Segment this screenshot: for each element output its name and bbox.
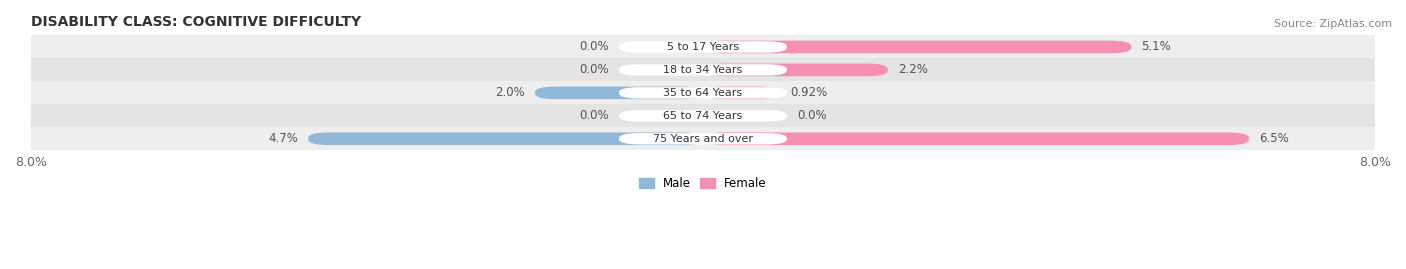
Bar bbox=[31, 104, 1375, 127]
Text: 2.0%: 2.0% bbox=[495, 86, 524, 99]
FancyBboxPatch shape bbox=[703, 41, 1132, 53]
FancyBboxPatch shape bbox=[703, 63, 887, 76]
FancyBboxPatch shape bbox=[619, 110, 787, 122]
Text: 65 to 74 Years: 65 to 74 Years bbox=[664, 111, 742, 121]
Text: 6.5%: 6.5% bbox=[1260, 132, 1289, 145]
Bar bbox=[31, 58, 1375, 82]
Text: 4.7%: 4.7% bbox=[269, 132, 298, 145]
FancyBboxPatch shape bbox=[619, 41, 787, 53]
FancyBboxPatch shape bbox=[619, 133, 787, 144]
FancyBboxPatch shape bbox=[619, 64, 787, 76]
Bar bbox=[31, 36, 1375, 58]
Text: 35 to 64 Years: 35 to 64 Years bbox=[664, 88, 742, 98]
Bar bbox=[31, 82, 1375, 104]
Legend: Male, Female: Male, Female bbox=[634, 172, 772, 195]
FancyBboxPatch shape bbox=[703, 87, 780, 99]
Text: Source: ZipAtlas.com: Source: ZipAtlas.com bbox=[1274, 19, 1392, 29]
FancyBboxPatch shape bbox=[308, 132, 703, 145]
Text: 5.1%: 5.1% bbox=[1142, 40, 1171, 54]
Text: 75 Years and over: 75 Years and over bbox=[652, 134, 754, 144]
Text: 0.92%: 0.92% bbox=[790, 86, 828, 99]
Text: DISABILITY CLASS: COGNITIVE DIFFICULTY: DISABILITY CLASS: COGNITIVE DIFFICULTY bbox=[31, 15, 361, 29]
FancyBboxPatch shape bbox=[619, 87, 787, 98]
Text: 2.2%: 2.2% bbox=[898, 63, 928, 76]
Text: 0.0%: 0.0% bbox=[797, 109, 827, 122]
Bar bbox=[31, 127, 1375, 150]
Text: 5 to 17 Years: 5 to 17 Years bbox=[666, 42, 740, 52]
Text: 0.0%: 0.0% bbox=[579, 40, 609, 54]
FancyBboxPatch shape bbox=[703, 132, 1249, 145]
Text: 0.0%: 0.0% bbox=[579, 63, 609, 76]
Text: 18 to 34 Years: 18 to 34 Years bbox=[664, 65, 742, 75]
Text: 0.0%: 0.0% bbox=[579, 109, 609, 122]
FancyBboxPatch shape bbox=[536, 87, 703, 99]
